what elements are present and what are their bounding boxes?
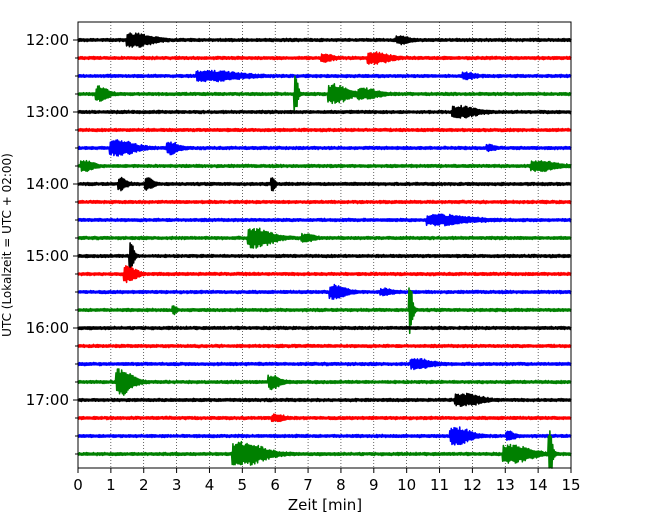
trace-line	[77, 127, 572, 133]
x-tick-label: 14	[529, 476, 548, 494]
trace-line	[77, 176, 572, 192]
trace-line	[77, 283, 572, 300]
y-tick-label: 17:00	[26, 391, 69, 409]
trace-line	[77, 139, 572, 157]
trace-line	[77, 32, 572, 48]
y-tick-label: 12:00	[26, 31, 69, 49]
trace-line	[77, 358, 572, 371]
x-tick-label: 6	[270, 476, 280, 494]
trace-line	[77, 104, 572, 119]
y-tick-label: 13:00	[26, 103, 69, 121]
y-axis-ticks: 12:00 13:00 14:00 15:00 16:00 17:00	[26, 31, 78, 455]
x-tick-label: 3	[172, 476, 182, 494]
x-tick-label: 9	[369, 476, 379, 494]
x-tick-label: 0	[73, 476, 83, 494]
trace-line	[77, 392, 572, 408]
x-tick-label: 13	[496, 476, 515, 494]
x-axis-label: Zeit [min]	[288, 496, 362, 514]
trace-line	[77, 325, 572, 331]
grid-lines	[110, 22, 539, 468]
plot-frame	[77, 21, 572, 469]
x-tick-label: 12	[463, 476, 482, 494]
y-axis-label: UTC (Lokalzeit = UTC + 02:00)	[0, 153, 14, 337]
x-axis-ticks: 0 1 2 3 4 5 6 7 8 9 10 11 12 13 14 15	[73, 468, 581, 494]
trace-line	[77, 368, 572, 396]
x-tick-label: 4	[205, 476, 215, 494]
trace-line	[77, 426, 572, 446]
trace-line	[77, 242, 572, 271]
trace-line	[77, 430, 572, 469]
trace-line	[77, 69, 572, 83]
seismic-traces	[77, 32, 572, 469]
x-tick-label: 1	[106, 476, 116, 494]
x-tick-label: 7	[303, 476, 313, 494]
trace-line	[77, 227, 572, 249]
y-tick-label: 14:00	[26, 175, 69, 193]
y-tick-label: 15:00	[26, 247, 69, 265]
x-tick-label: 8	[336, 476, 346, 494]
trace-line	[77, 287, 572, 335]
trace-line	[77, 75, 572, 113]
trace-line	[77, 413, 572, 423]
x-tick-label: 10	[397, 476, 416, 494]
y-tick-label: 16:00	[26, 319, 69, 337]
x-tick-label: 5	[238, 476, 248, 494]
trace-line	[77, 213, 572, 227]
trace-line	[77, 265, 572, 284]
x-tick-label: 11	[430, 476, 449, 494]
trace-line	[77, 51, 572, 66]
trace-line	[77, 159, 572, 173]
trace-line	[77, 343, 572, 349]
trace-line	[77, 199, 572, 205]
x-tick-label: 2	[139, 476, 149, 494]
x-tick-label: 15	[561, 476, 580, 494]
